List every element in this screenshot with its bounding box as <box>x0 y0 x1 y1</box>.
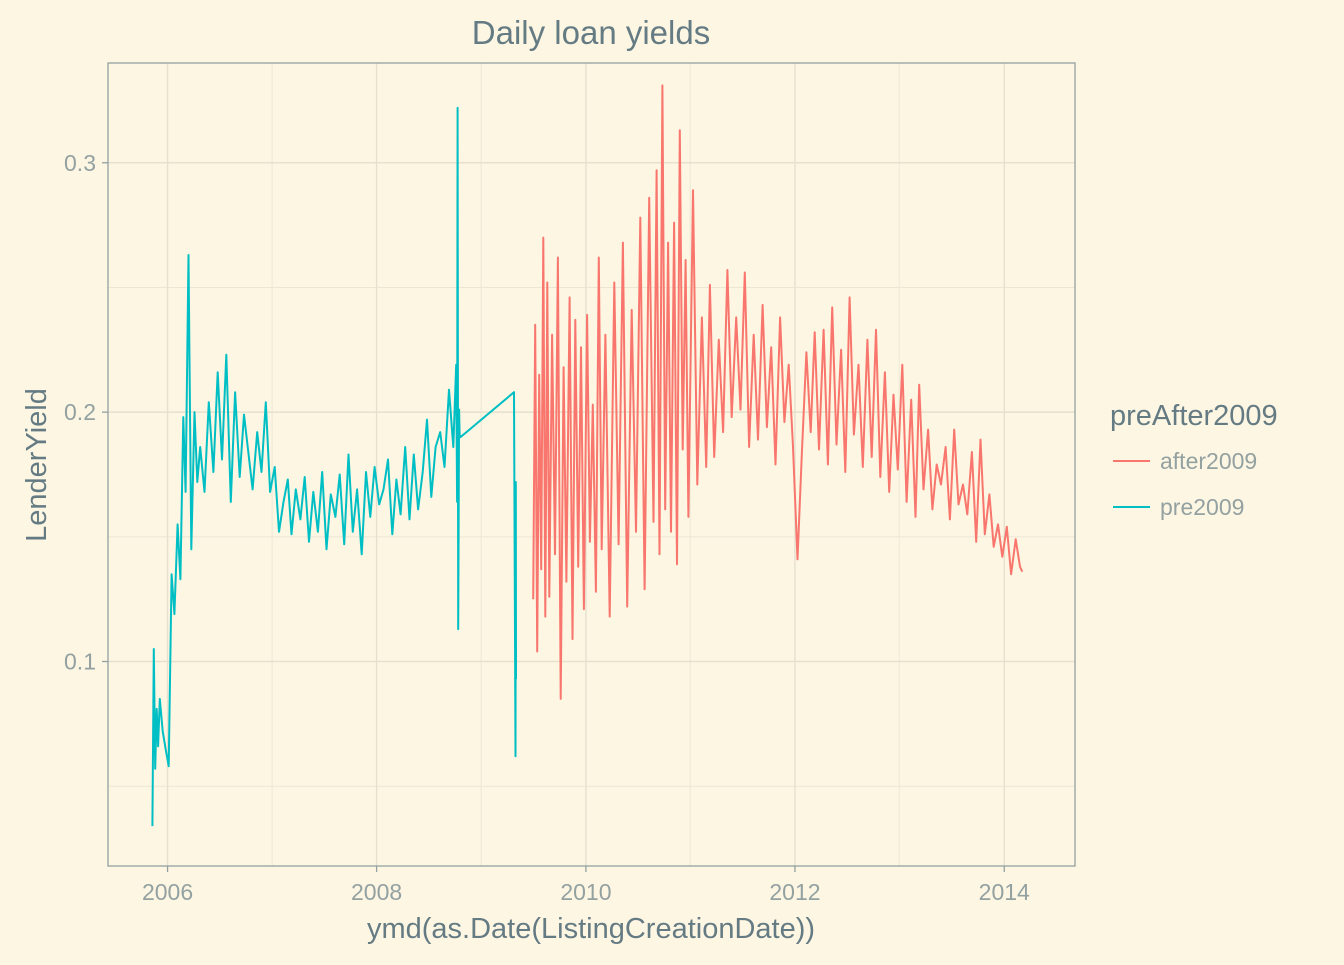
y-axis-label: LenderYield <box>21 388 53 542</box>
series-layer <box>151 84 1024 827</box>
legend-items: after2009 pre2009 <box>1113 448 1257 520</box>
x-tick-label: 2006 <box>142 879 193 905</box>
legend-title: preAfter2009 <box>1110 400 1278 432</box>
x-tick-label: 2012 <box>769 879 820 905</box>
x-tick-label: 2008 <box>351 879 402 905</box>
chart-title: Daily loan yields <box>472 14 710 51</box>
y-axis-ticks: 0.1 0.2 0.3 <box>64 150 108 675</box>
series-line-after2009 <box>532 84 1024 700</box>
legend-label-pre2009: pre2009 <box>1160 494 1244 520</box>
x-axis-label: ymd(as.Date(ListingCreationDate)) <box>367 913 815 945</box>
legend: preAfter2009 after2009 pre2009 <box>1110 400 1278 520</box>
y-tick-label: 0.3 <box>64 150 96 176</box>
grid-major <box>108 63 1075 866</box>
x-axis-ticks: 2006 2008 2010 2012 2014 <box>142 866 1030 905</box>
legend-label-after2009: after2009 <box>1160 448 1257 474</box>
x-tick-label: 2010 <box>560 879 611 905</box>
x-tick-label: 2014 <box>979 879 1030 905</box>
plot-panel-border <box>107 62 1076 867</box>
y-tick-label: 0.1 <box>64 649 96 675</box>
grid-minor <box>108 63 1075 866</box>
y-tick-label: 0.2 <box>64 399 96 425</box>
series-line-pre2009 <box>151 106 517 827</box>
